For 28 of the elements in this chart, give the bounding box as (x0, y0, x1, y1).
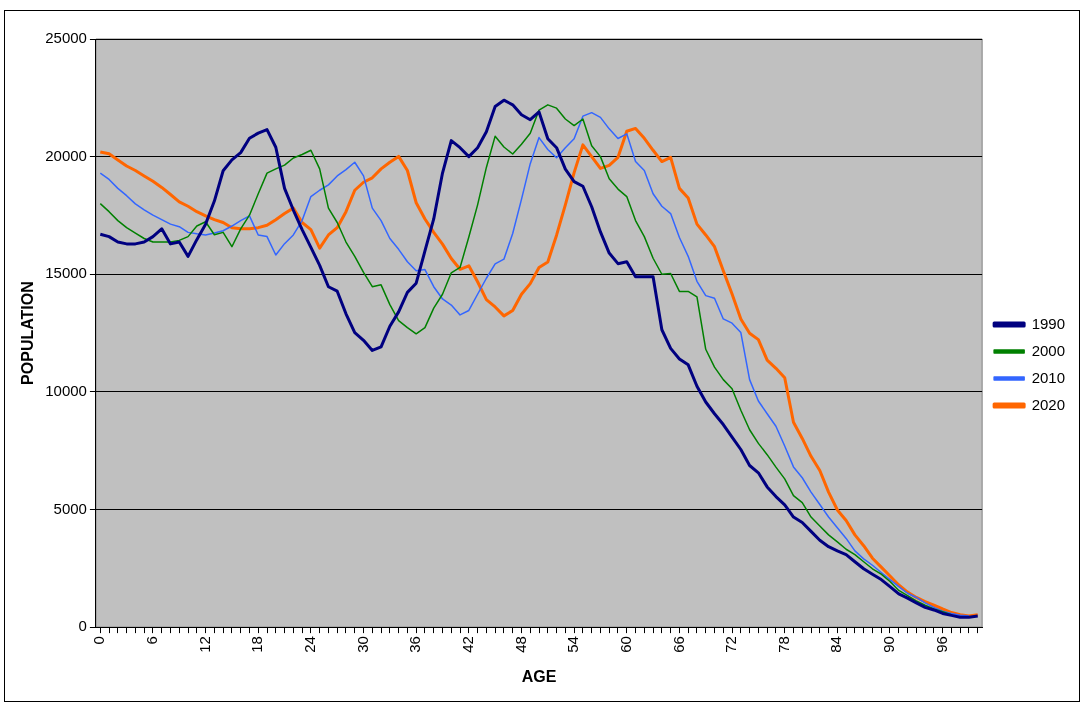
x-tick-label: 6 (143, 636, 161, 645)
y-tick-label: 20000 (45, 146, 87, 164)
x-tick-label: 84 (827, 636, 845, 653)
x-tick-label: 48 (511, 636, 529, 653)
x-tick-label: 36 (406, 636, 424, 653)
x-tick-label: 30 (353, 636, 371, 653)
y-tick-label: 25000 (45, 29, 87, 47)
x-tick-label: 24 (301, 636, 319, 653)
x-tick-label: 78 (774, 636, 792, 653)
x-tick-label: 0 (90, 636, 108, 645)
legend-label: 2010 (1031, 368, 1066, 386)
x-tick-label: 90 (880, 636, 898, 653)
x-tick-label: 54 (564, 636, 582, 653)
y-tick-label: 5000 (53, 499, 87, 517)
y-tick-label: 10000 (45, 382, 87, 400)
legend-label: 2000 (1031, 341, 1066, 359)
x-tick-label: 12 (195, 636, 213, 653)
x-tick-label: 42 (458, 636, 476, 653)
x-tick-label: 72 (722, 636, 740, 653)
x-tick-label: 60 (616, 636, 634, 653)
legend-label: 1990 (1031, 314, 1066, 332)
x-tick-label: 96 (932, 636, 950, 653)
y-tick-label: 15000 (45, 264, 87, 282)
x-tick-label: 18 (248, 636, 266, 653)
x-tick-label: 66 (669, 636, 687, 653)
legend-label: 2020 (1031, 395, 1066, 413)
y-axis-title: POPULATION (19, 281, 37, 385)
x-axis-title: AGE (521, 667, 557, 685)
